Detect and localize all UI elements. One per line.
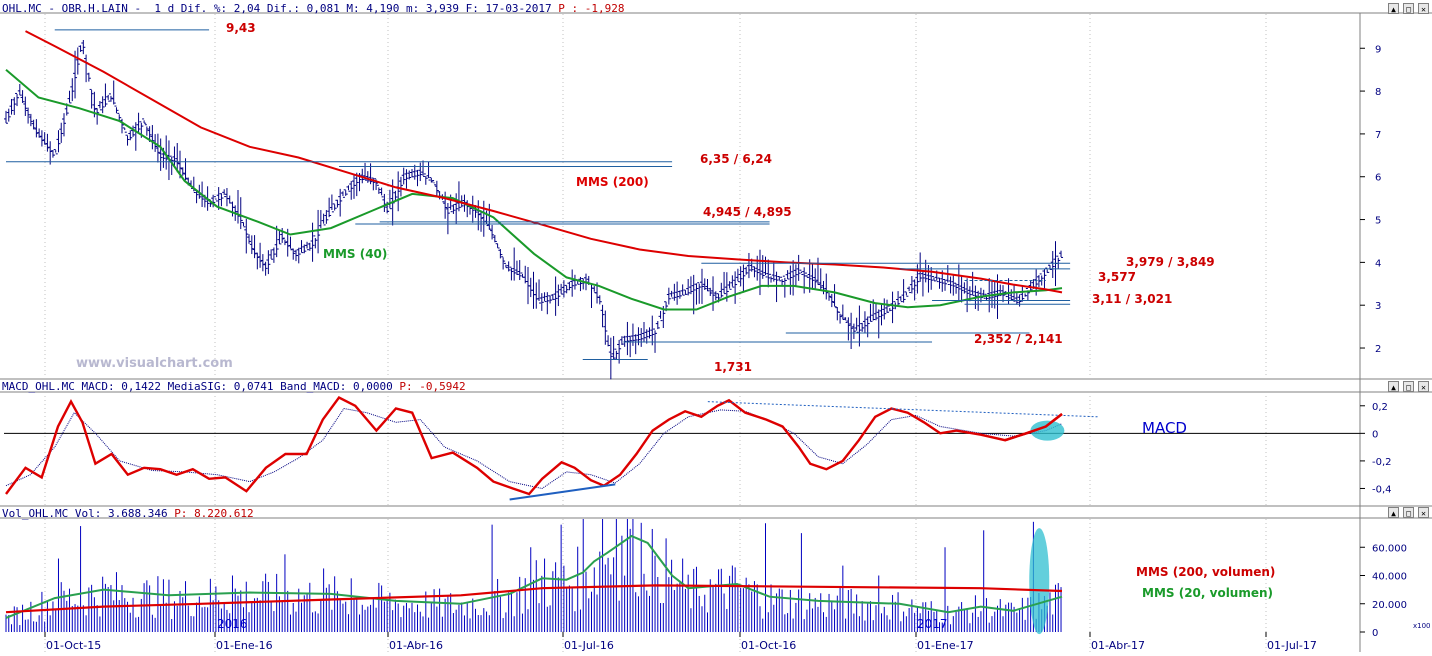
price-header-p-value: -1,928 <box>584 2 625 15</box>
level-label-r5: 3,11 / 3,021 <box>1092 292 1172 306</box>
macd-trendline-down <box>707 401 1098 418</box>
macd-y-tick-label: 0,2 <box>1372 402 1388 413</box>
volume-mms20-label: MMS (20, volumen) <box>1142 586 1273 600</box>
volume-y-tick-label: 0 <box>1372 628 1378 639</box>
price-panel-maximize-button[interactable]: ▲ <box>1388 3 1399 14</box>
level-label-r6: 2,352 / 2,141 <box>974 332 1063 346</box>
price-panel-restore-button[interactable]: □ <box>1403 3 1414 14</box>
x-tick-label: 01-Jul-16 <box>564 639 614 652</box>
volume-panel-close-button[interactable]: ✕ <box>1418 507 1429 518</box>
macd-y-tick-label: 0 <box>1372 429 1378 440</box>
year-label-2017: 2017 <box>917 617 948 631</box>
x-tick-label: 01-Oct-15 <box>46 639 101 652</box>
level-label-r1: 6,35 / 6,24 <box>700 152 772 166</box>
level-label-high: 9,43 <box>226 21 256 35</box>
macd-header-p-value: -0,5942 <box>419 380 466 393</box>
macd-panel-maximize-button[interactable]: ▲ <box>1388 381 1399 392</box>
x-tick-label: 01-Jul-17 <box>1267 639 1317 652</box>
level-label-r4: 3,577 <box>1098 270 1136 284</box>
price-panel-header: OHL.MC - OBR.H.LAIN - 1 d Dif. %: 2,04 D… <box>2 2 625 15</box>
level-label-r3: 3,979 / 3,849 <box>1126 255 1215 269</box>
price-y-tick-label: 8 <box>1375 87 1381 98</box>
x-tick-label: 01-Abr-17 <box>1091 639 1145 652</box>
macd-panel-header: MACD_OHL.MC MACD: 0,1422 MediaSIG: 0,074… <box>2 380 466 393</box>
volume-panel-header: Vol_OHL.MC Vol: 3.688.346 P: 8.220.612 <box>2 507 254 520</box>
price-header-text: OHL.MC - OBR.H.LAIN - 1 d Dif. %: 2,04 D… <box>2 2 559 15</box>
level-label-low: 1,731 <box>714 360 752 374</box>
level-label-mms200: MMS (200) <box>576 175 649 189</box>
macd-title: MACD <box>1142 419 1187 437</box>
x-tick-label: 01-Oct-16 <box>741 639 796 652</box>
macd-trendline-up <box>509 483 616 501</box>
macd-highlight-ellipse <box>1030 420 1065 441</box>
volume-header-text: Vol_OHL.MC Vol: 3.688.346 <box>2 507 175 520</box>
price-y-tick-label: 5 <box>1375 216 1381 227</box>
macd-panel-close-button[interactable]: ✕ <box>1418 381 1429 392</box>
year-label-2016: 2016 <box>217 617 248 631</box>
price-y-tick-label: 4 <box>1375 258 1381 269</box>
volume-mms20-line <box>5 534 1063 619</box>
mms200-line <box>25 30 1063 294</box>
price-y-tick-label: 6 <box>1375 173 1381 184</box>
level-label-r2: 4,945 / 4,895 <box>703 205 792 219</box>
volume-mms200-label: MMS (200, volumen) <box>1136 565 1275 579</box>
macd-header-text: MACD_OHL.MC MACD: 0,1422 MediaSIG: 0,074… <box>2 380 400 393</box>
volume-panel-maximize-button[interactable]: ▲ <box>1388 507 1399 518</box>
price-y-tick-label: 2 <box>1375 344 1381 355</box>
price-y-tick-label: 9 <box>1375 44 1381 55</box>
volume-header-p-label: P: <box>174 507 188 520</box>
level-label-mms40: MMS (40) <box>323 247 387 261</box>
volume-highlight-ellipse <box>1029 528 1050 635</box>
x-tick-label: 01-Ene-16 <box>216 639 273 652</box>
macd-signal-line <box>5 407 1063 490</box>
volume-y-tick-label: 20.000 <box>1372 600 1407 611</box>
macd-y-tick-label: -0,2 <box>1372 457 1392 468</box>
macd-panel-restore-button[interactable]: □ <box>1403 381 1414 392</box>
price-y-tick-label: 3 <box>1375 301 1381 312</box>
volume-y-tick-label: 40.000 <box>1372 572 1407 583</box>
volume-y-tick-label: 60.000 <box>1372 543 1407 554</box>
volume-multiplier: x100 <box>1413 622 1431 630</box>
mms40-line <box>5 68 1063 311</box>
macd-header-p-label: P: <box>399 380 413 393</box>
x-tick-label: 01-Ene-17 <box>917 639 974 652</box>
volume-header-p-value: 8.220.612 <box>194 507 254 520</box>
volume-mms200-line <box>5 584 1063 614</box>
watermark-text: www.visualchart.com <box>76 356 233 371</box>
price-header-p-label: P : <box>558 2 579 15</box>
macd-line-overlay <box>1004 413 1063 442</box>
x-tick-label: 01-Abr-16 <box>389 639 443 652</box>
macd-y-tick-label: -0,4 <box>1372 484 1392 495</box>
macd-line <box>5 395 1063 496</box>
volume-panel-restore-button[interactable]: □ <box>1403 507 1414 518</box>
price-y-tick-label: 7 <box>1375 130 1381 141</box>
price-panel-close-button[interactable]: ✕ <box>1418 3 1429 14</box>
